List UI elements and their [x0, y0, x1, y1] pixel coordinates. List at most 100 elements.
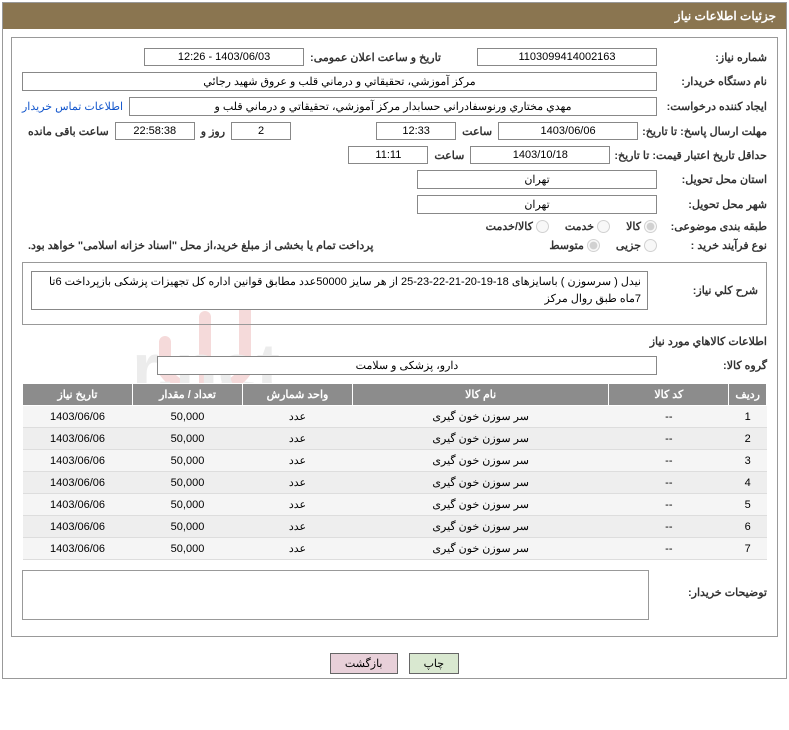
table-cell: -- [609, 428, 729, 450]
table-cell: 50,000 [133, 428, 243, 450]
table-header-cell: واحد شمارش [243, 384, 353, 406]
field-province: تهران [417, 170, 657, 189]
table-header-cell: کد کالا [609, 384, 729, 406]
label-goods-group: گروه کالا: [657, 359, 767, 372]
label-city: شهر محل تحویل: [657, 198, 767, 211]
field-price-time: 11:11 [348, 146, 428, 164]
category-label: کالا [626, 220, 641, 233]
row-city: شهر محل تحویل: تهران [22, 195, 767, 214]
table-cell: عدد [243, 538, 353, 560]
purchase-option[interactable]: جزیی [616, 239, 657, 252]
category-option[interactable]: کالا/خدمت [486, 220, 549, 233]
table-row: 1--سر سوزن خون گیریعدد50,0001403/06/06 [23, 406, 767, 428]
category-radio[interactable] [597, 220, 610, 233]
table-cell: سر سوزن خون گیری [353, 450, 609, 472]
table-cell: 50,000 [133, 494, 243, 516]
field-reply-time: 12:33 [376, 122, 456, 140]
table-cell: عدد [243, 450, 353, 472]
table-cell: عدد [243, 472, 353, 494]
table-row: 5--سر سوزن خون گیریعدد50,0001403/06/06 [23, 494, 767, 516]
label-need-no: شماره نیاز: [657, 51, 767, 64]
purchase-option[interactable]: متوسط [549, 239, 600, 252]
label-announce-dt: تاریخ و ساعت اعلان عمومی: [304, 51, 447, 64]
field-buyer-org: مرکز آموزشي، تحقیقاتي و درماني قلب و عرو… [22, 72, 657, 91]
table-cell: 7 [729, 538, 767, 560]
table-row: 7--سر سوزن خون گیریعدد50,0001403/06/06 [23, 538, 767, 560]
field-reply-date: 1403/06/06 [498, 122, 638, 140]
table-cell: سر سوزن خون گیری [353, 428, 609, 450]
label-remaining: ساعت باقی مانده [22, 125, 115, 138]
category-option[interactable]: خدمت [565, 220, 610, 233]
row-need-number: شماره نیاز: 1103099414002163 تاریخ و ساع… [22, 48, 767, 66]
field-city: تهران [417, 195, 657, 214]
category-radio[interactable] [644, 220, 657, 233]
payment-note: پرداخت تمام یا بخشی از مبلغ خرید،از محل … [22, 239, 379, 252]
table-row: 2--سر سوزن خون گیریعدد50,0001403/06/06 [23, 428, 767, 450]
table-cell: -- [609, 516, 729, 538]
field-price-date: 1403/10/18 [470, 146, 610, 164]
radio-group-purchase: جزیی متوسط [535, 239, 657, 252]
purchase-label: جزیی [616, 239, 641, 252]
row-requester: ایجاد کننده درخواست: مهدي مختاري ورنوسفا… [22, 97, 767, 116]
label-purchase-type: نوع فرآیند خرید : [657, 239, 767, 252]
field-time-left: 22:58:38 [115, 122, 195, 140]
purchase-radio[interactable] [644, 239, 657, 252]
table-cell: عدد [243, 494, 353, 516]
label-reply-deadline: مهلت ارسال پاسخ: تا تاریخ: [638, 125, 767, 138]
overall-desc-section: شرح کلي نياز: نیدل ( سرسوزن ) باسایزهای … [22, 262, 767, 325]
category-radio[interactable] [536, 220, 549, 233]
label-buyer-org: نام دستگاه خریدار: [657, 75, 767, 88]
category-label: کالا/خدمت [486, 220, 533, 233]
table-cell: 1403/06/06 [23, 494, 133, 516]
label-time-2: ساعت [428, 149, 470, 162]
field-days-left: 2 [231, 122, 291, 140]
table-cell: سر سوزن خون گیری [353, 538, 609, 560]
table-cell: -- [609, 538, 729, 560]
print-button[interactable]: چاپ [409, 653, 460, 674]
row-price-validity: حداقل تاریخ اعتبار قیمت: تا تاریخ: 1403/… [22, 146, 767, 164]
radio-group-category: کالا خدمت کالا/خدمت [472, 220, 657, 233]
label-province: استان محل تحویل: [657, 173, 767, 186]
row-buyer-notes: توضیحات خریدار: [22, 570, 767, 620]
table-cell: 4 [729, 472, 767, 494]
table-header-row: ردیفکد کالانام کالاواحد شمارشتعداد / مقد… [23, 384, 767, 406]
field-requester: مهدي مختاري ورنوسفادراني حسابدار مرکز آم… [129, 97, 657, 116]
table-cell: سر سوزن خون گیری [353, 406, 609, 428]
table-cell: عدد [243, 428, 353, 450]
table-cell: 50,000 [133, 450, 243, 472]
table-row: 6--سر سوزن خون گیریعدد50,0001403/06/06 [23, 516, 767, 538]
table-cell: 50,000 [133, 516, 243, 538]
content-area: شماره نیاز: 1103099414002163 تاریخ و ساع… [11, 37, 778, 637]
label-requester: ایجاد کننده درخواست: [657, 100, 767, 113]
table-cell: 50,000 [133, 406, 243, 428]
purchase-radio[interactable] [587, 239, 600, 252]
table-header-cell: ردیف [729, 384, 767, 406]
row-province: استان محل تحویل: تهران [22, 170, 767, 189]
label-buyer-notes: توضیحات خریدار: [657, 570, 767, 599]
table-header-cell: تاریخ نیاز [23, 384, 133, 406]
table-row: 3--سر سوزن خون گیریعدد50,0001403/06/06 [23, 450, 767, 472]
field-announce-dt: 1403/06/03 - 12:26 [144, 48, 304, 66]
table-cell: 1403/06/06 [23, 428, 133, 450]
label-price-validity: حداقل تاریخ اعتبار قیمت: تا تاریخ: [610, 149, 767, 162]
table-cell: 5 [729, 494, 767, 516]
table-cell: سر سوزن خون گیری [353, 472, 609, 494]
field-overall-desc: نیدل ( سرسوزن ) باسایزهای 18-19-20-21-22… [31, 271, 648, 310]
row-purchase-type: نوع فرآیند خرید : جزیی متوسط پرداخت تمام … [22, 239, 767, 252]
table-header-cell: نام کالا [353, 384, 609, 406]
label-days-and: روز و [195, 125, 231, 138]
category-option[interactable]: کالا [626, 220, 657, 233]
category-label: خدمت [565, 220, 594, 233]
row-buyer-org: نام دستگاه خریدار: مرکز آموزشي، تحقیقاتي… [22, 72, 767, 91]
goods-info-title: اطلاعات كالاهاي مورد نياز [22, 335, 767, 348]
table-cell: عدد [243, 516, 353, 538]
panel-title: جزئیات اطلاعات نیاز [3, 3, 786, 29]
table-cell: 1403/06/06 [23, 450, 133, 472]
back-button[interactable]: بازگشت [330, 653, 398, 674]
table-cell: سر سوزن خون گیری [353, 516, 609, 538]
link-buyer-contact[interactable]: اطلاعات تماس خریدار [22, 100, 123, 113]
row-reply-deadline: مهلت ارسال پاسخ: تا تاریخ: 1403/06/06 سا… [22, 122, 767, 140]
table-cell: عدد [243, 406, 353, 428]
table-cell: 3 [729, 450, 767, 472]
field-goods-group: دارو، پزشکی و سلامت [157, 356, 657, 375]
